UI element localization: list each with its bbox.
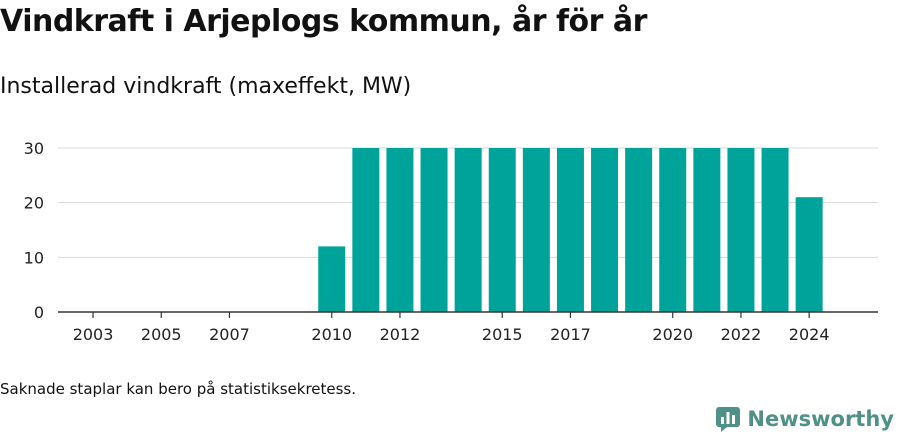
bar-chart-logo-icon bbox=[716, 407, 741, 432]
bars bbox=[318, 148, 823, 312]
bar-2023 bbox=[761, 148, 789, 312]
x-tick-label: 2015 bbox=[482, 325, 523, 344]
bar-2010 bbox=[318, 246, 346, 312]
x-tick-label: 2017 bbox=[550, 325, 591, 344]
bar-2014 bbox=[454, 148, 482, 312]
axes: 0 10 20 30 2003 2005 2007 2010 2012 2015 2017 2020 2… bbox=[24, 139, 878, 344]
bar-2019 bbox=[625, 148, 653, 312]
bar-2015 bbox=[488, 148, 516, 312]
x-tick-label: 2020 bbox=[652, 325, 693, 344]
x-tick-label: 2007 bbox=[209, 325, 250, 344]
bar-2012 bbox=[386, 148, 414, 312]
bar-2013 bbox=[420, 148, 448, 312]
bar-2017 bbox=[556, 148, 584, 312]
x-tick-label: 2022 bbox=[721, 325, 762, 344]
bar-2020 bbox=[659, 148, 687, 312]
bar-2021 bbox=[693, 148, 721, 312]
x-tick-label: 2010 bbox=[311, 325, 352, 344]
y-tick-label: 0 bbox=[34, 303, 44, 322]
footnote: Saknade staplar kan bero på statistiksek… bbox=[0, 380, 357, 398]
bar-2022 bbox=[727, 148, 755, 312]
bar-2024 bbox=[795, 197, 823, 312]
x-tick-label: 2012 bbox=[380, 325, 421, 344]
chart-subtitle: Installerad vindkraft (maxeffekt, MW) bbox=[0, 74, 412, 99]
y-tick-label: 10 bbox=[24, 248, 44, 267]
bar-2018 bbox=[591, 148, 619, 312]
y-tick-label: 20 bbox=[24, 194, 44, 213]
newsworthy-logo[interactable]: Newsworthy bbox=[715, 406, 894, 432]
x-tick-label: 2005 bbox=[141, 325, 182, 344]
bar-chart: 0 10 20 30 2003 2005 2007 2010 2012 2015 2017 2020 2… bbox=[24, 139, 878, 344]
brand-name: Newsworthy bbox=[747, 407, 894, 431]
chart-title: Vindkraft i Arjeplogs kommun, år för år bbox=[0, 4, 647, 39]
bar-2011 bbox=[352, 148, 380, 312]
x-tick-label: 2003 bbox=[73, 325, 114, 344]
bar-2016 bbox=[522, 148, 550, 312]
x-tick-label: 2024 bbox=[789, 325, 830, 344]
y-tick-label: 30 bbox=[24, 139, 44, 158]
